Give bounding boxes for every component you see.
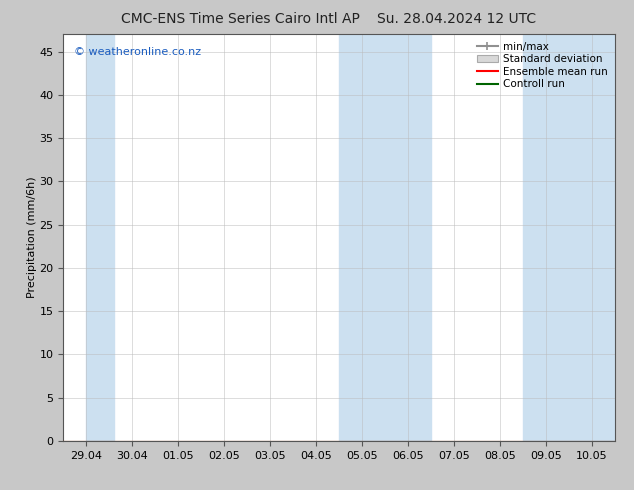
Text: CMC-ENS Time Series Cairo Intl AP: CMC-ENS Time Series Cairo Intl AP <box>122 12 360 26</box>
Bar <box>86 34 114 441</box>
Bar <box>339 34 431 441</box>
Bar <box>523 34 615 441</box>
Y-axis label: Precipitation (mm/6h): Precipitation (mm/6h) <box>27 177 37 298</box>
Text: © weatheronline.co.nz: © weatheronline.co.nz <box>74 47 202 56</box>
Text: Su. 28.04.2024 12 UTC: Su. 28.04.2024 12 UTC <box>377 12 536 26</box>
Legend: min/max, Standard deviation, Ensemble mean run, Controll run: min/max, Standard deviation, Ensemble me… <box>473 37 612 94</box>
